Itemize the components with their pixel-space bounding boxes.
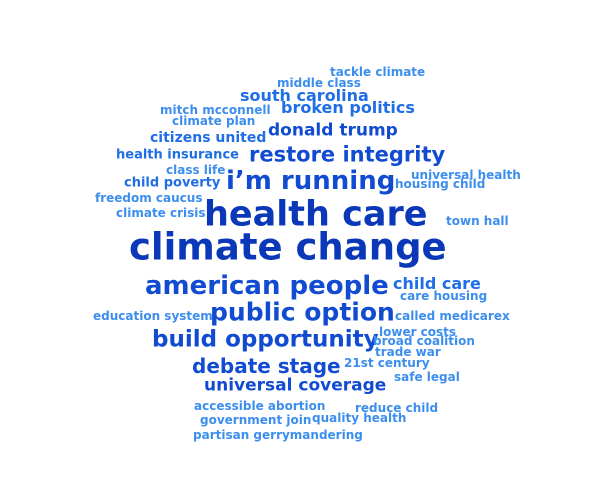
word-im-running: i’m running xyxy=(226,166,396,196)
word-care-housing: care housing xyxy=(400,289,488,303)
word-quality-health: quality health xyxy=(312,411,407,425)
word-child-care: child care xyxy=(393,274,481,293)
word-child-poverty: child poverty xyxy=(124,175,221,191)
word-american-people: american people xyxy=(145,271,389,301)
word-citizens-united: citizens united xyxy=(150,130,267,146)
word-donald-trump: donald trump xyxy=(268,120,398,141)
word-climate-crisis: climate crisis xyxy=(116,206,206,220)
word-safe-legal: safe legal xyxy=(394,370,460,384)
word-housing-child: housing child xyxy=(395,177,486,191)
word-town-hall: town hall xyxy=(446,214,509,228)
word-mitch-mcconnell: mitch mcconnell xyxy=(160,103,271,117)
word-public-option: public option xyxy=(210,297,395,327)
word-accessible-abortion: accessible abortion xyxy=(194,399,326,413)
word-middle-class: middle class xyxy=(277,76,361,90)
word-health-insurance: health insurance xyxy=(116,147,239,163)
word-freedom-caucus: freedom caucus xyxy=(95,191,203,205)
word-lower-costs: lower costs xyxy=(379,325,457,339)
word-broad-coalition: broad coalition xyxy=(373,334,475,348)
word-trade-war: trade war xyxy=(375,345,441,359)
word-climate-plan: climate plan xyxy=(172,114,256,128)
word-health-care: health care xyxy=(204,194,428,235)
word-tackle-climate: tackle climate xyxy=(330,65,426,79)
word-climate-change: climate change xyxy=(129,225,447,269)
word-class-life: class life xyxy=(166,163,226,177)
word-restore-integrity: restore integrity xyxy=(249,142,446,167)
word-south-carolina: south carolina xyxy=(240,86,369,105)
word-universal-health: universal health xyxy=(411,168,521,182)
word-build-opportunity: build opportunity xyxy=(152,326,379,353)
word-universal-coverage: universal coverage xyxy=(204,375,387,396)
word-broken-politics: broken politics xyxy=(281,98,415,117)
word-debate-stage: debate stage xyxy=(192,354,341,378)
word-education-system: education system xyxy=(93,309,213,323)
word-reduce-child: reduce child xyxy=(355,401,439,415)
word-partisan-gerrymandering: partisan gerrymandering xyxy=(193,428,363,442)
word-21st-century: 21st century xyxy=(344,356,430,370)
word-government-join: government join xyxy=(200,413,312,427)
word-called-medicarex: called medicarex xyxy=(395,309,510,323)
